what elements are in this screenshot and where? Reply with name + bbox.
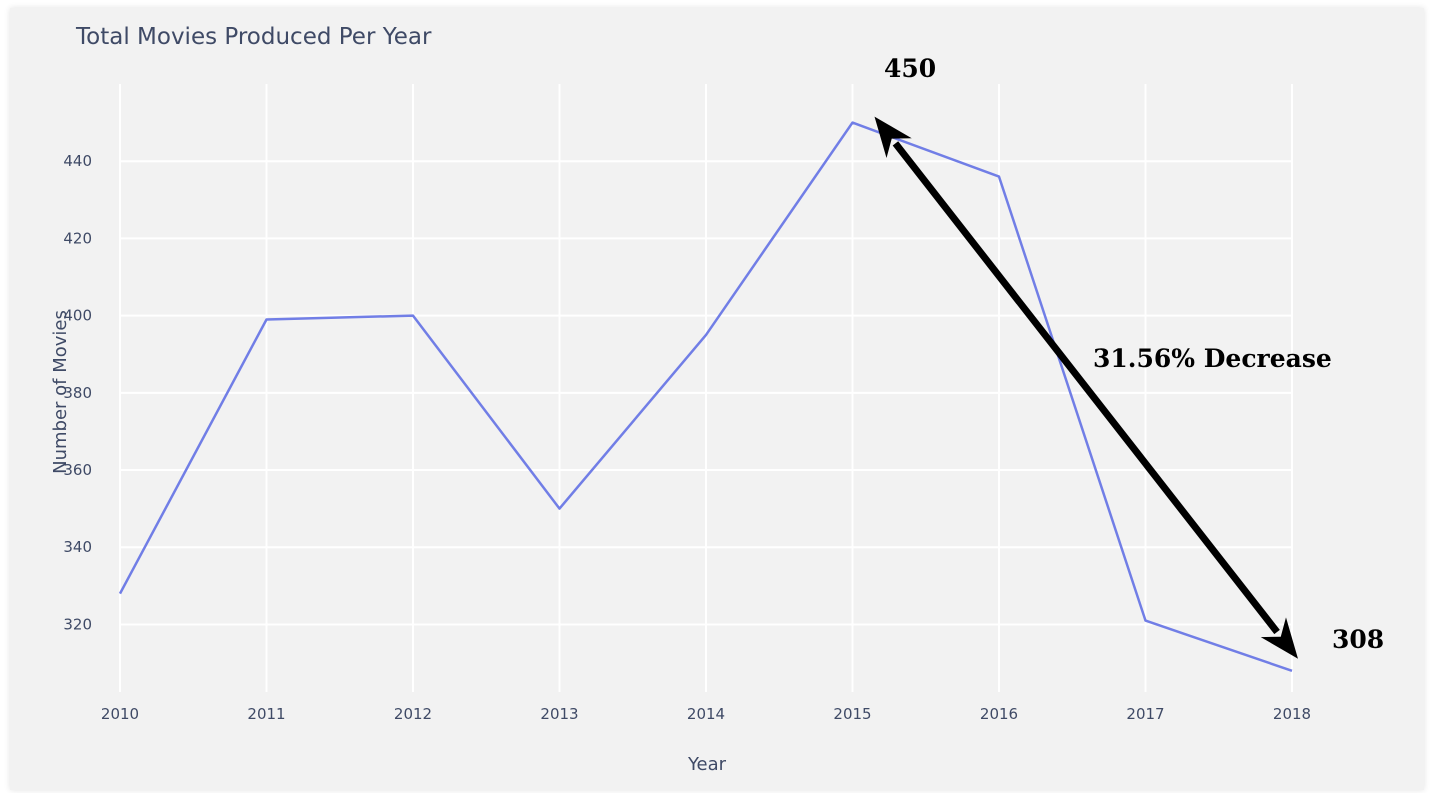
arrowhead-top bbox=[874, 116, 912, 158]
y-tick-label: 420 bbox=[63, 229, 92, 247]
x-gridlines bbox=[119, 84, 1293, 692]
x-tick-label: 2017 bbox=[1126, 705, 1164, 723]
y-tick-labels: 320 340 360 380 400 420 440 bbox=[63, 152, 92, 633]
chart-card bbox=[10, 8, 1424, 790]
x-tick-label: 2015 bbox=[833, 705, 871, 723]
arrowhead-bottom bbox=[1260, 617, 1298, 659]
decrease-label: 31.56% Decrease bbox=[1093, 344, 1332, 373]
x-tick-label: 2011 bbox=[247, 705, 285, 723]
series-line bbox=[118, 121, 1293, 672]
y-tick-label: 440 bbox=[63, 152, 92, 170]
x-tick-label: 2016 bbox=[980, 705, 1018, 723]
y-tick-label: 380 bbox=[63, 384, 92, 402]
x-tick-label: 2010 bbox=[101, 705, 139, 723]
series-layer bbox=[118, 121, 1293, 672]
chart-title: Total Movies Produced Per Year bbox=[75, 24, 432, 50]
decrease-arrow-shaft bbox=[892, 141, 1280, 635]
y-tick-label: 360 bbox=[63, 461, 92, 479]
x-tick-labels: 2010 2011 2012 2013 2014 2015 2016 2017 2018 bbox=[101, 705, 1311, 723]
y-tick-label: 320 bbox=[63, 615, 92, 633]
x-tick-label: 2013 bbox=[540, 705, 578, 723]
annotation-arrow-layer bbox=[874, 116, 1298, 659]
x-tick-label: 2012 bbox=[394, 705, 432, 723]
y-tick-label: 340 bbox=[63, 538, 92, 556]
end-value-label: 308 bbox=[1332, 625, 1384, 654]
x-tick-label: 2014 bbox=[687, 705, 725, 723]
x-axis-title: Year bbox=[687, 754, 727, 775]
y-tick-label: 400 bbox=[63, 307, 92, 325]
x-tick-label: 2018 bbox=[1273, 705, 1311, 723]
peak-value-label: 450 bbox=[884, 54, 936, 83]
y-axis-title: Number of Movies bbox=[50, 310, 71, 474]
